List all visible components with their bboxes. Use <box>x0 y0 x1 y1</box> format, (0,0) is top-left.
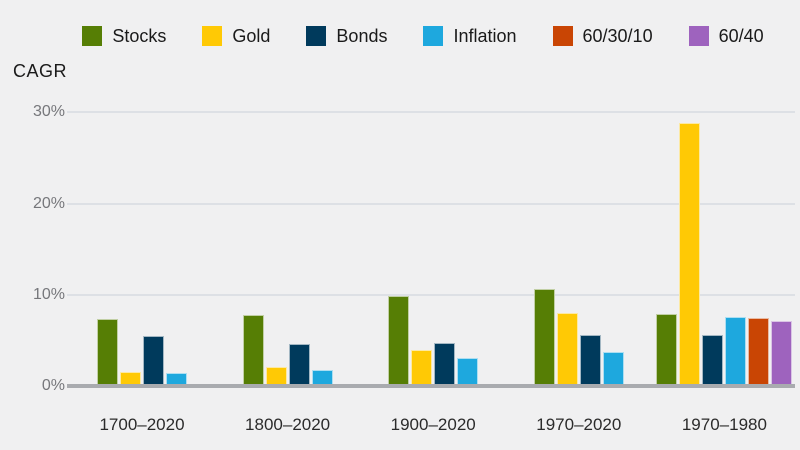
legend-swatch-icon <box>82 26 103 46</box>
bar-inflation <box>457 358 479 384</box>
bar-inflation <box>602 352 624 384</box>
x-axis-label: 1970–1980 <box>681 415 767 434</box>
bar-gold <box>679 123 701 384</box>
bar-group-1970-2020 <box>533 289 624 384</box>
y-tick-label: 0% <box>41 377 65 394</box>
legend-swatch-icon <box>306 26 327 46</box>
x-axis-line <box>67 384 795 388</box>
bar-bonds <box>702 335 724 384</box>
legend-label: Gold <box>232 26 271 46</box>
bar-gold <box>411 350 433 384</box>
y-axis-title: CAGR <box>13 61 68 81</box>
x-axis-label: 1700–2020 <box>99 415 185 434</box>
chart-legend: Stocks Gold Bonds Inflation 60/30/10 60/40 <box>46 24 800 48</box>
bar-group-1800-2020 <box>242 315 333 384</box>
bar-stocks <box>656 314 678 384</box>
bar-60-30-10 <box>748 318 770 384</box>
bar-gold <box>556 313 578 384</box>
bar-inflation <box>311 370 333 384</box>
legend-item-inflation: Inflation <box>423 26 517 46</box>
bar-group-1700-2020 <box>97 319 187 384</box>
bar-stocks <box>97 319 118 384</box>
bar-60-40 <box>771 321 793 384</box>
legend-item-gold: Gold <box>202 26 270 46</box>
legend-label: Inflation <box>453 26 517 46</box>
legend-label: Stocks <box>112 26 167 46</box>
legend-item-stocks: Stocks <box>82 26 166 46</box>
y-tick-label: 20% <box>32 195 65 212</box>
legend-item-bonds: Bonds <box>306 26 387 46</box>
gridline-20% <box>67 203 795 205</box>
bar-stocks <box>388 296 410 384</box>
bar-inflation <box>725 317 747 384</box>
bar-bonds <box>143 336 164 384</box>
gridline-30% <box>67 111 795 113</box>
y-tick-label: 30% <box>32 103 65 120</box>
bar-group-1970-1980 <box>656 123 793 384</box>
legend-label: 60/30/10 <box>582 26 653 46</box>
bar-bonds <box>579 335 601 384</box>
bar-stocks <box>533 289 555 384</box>
bar-stocks <box>242 315 264 384</box>
bar-group-1900-2020 <box>388 296 479 384</box>
legend-item-60-30-10: 60/30/10 <box>552 26 653 46</box>
bar-bonds <box>288 344 310 384</box>
x-axis-label: 1970–2020 <box>536 415 622 434</box>
legend-item-60-40: 60/40 <box>688 26 764 46</box>
bar-bonds <box>434 343 456 384</box>
legend-swatch-icon <box>552 26 573 46</box>
legend-swatch-icon <box>688 26 709 46</box>
gridline-10% <box>67 294 795 296</box>
legend-label: 60/40 <box>718 26 764 46</box>
bar-inflation <box>166 373 187 384</box>
bar-gold <box>265 367 287 384</box>
legend-swatch-icon <box>202 26 223 46</box>
x-axis-label: 1900–2020 <box>390 415 476 434</box>
legend-swatch-icon <box>423 26 444 46</box>
x-axis-label: 1800–2020 <box>245 415 331 434</box>
y-tick-label: 10% <box>32 286 65 303</box>
legend-label: Bonds <box>336 26 388 46</box>
bar-gold <box>120 372 141 384</box>
